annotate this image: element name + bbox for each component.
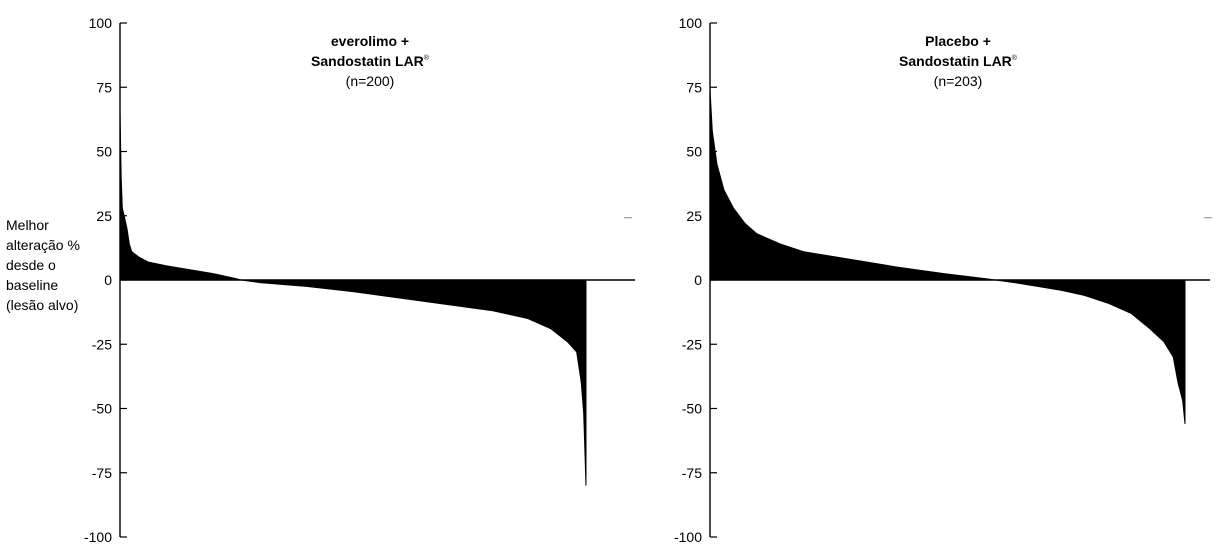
waterfall-series-1 <box>119 110 587 486</box>
chart-title-line-3-2: (n=203) <box>934 73 983 89</box>
y-tick-label-1-8: -100 <box>84 529 112 545</box>
y-tick-label-2-7: -75 <box>682 465 702 481</box>
y-tick-label-2-6: -50 <box>682 401 702 417</box>
y-tick-label-2-3: 25 <box>686 208 702 224</box>
y-tick-label-2-5: -25 <box>682 336 702 352</box>
y-tick-label-2-0: 100 <box>679 15 703 31</box>
chart-title-line-1-1: everolimo + <box>331 33 409 49</box>
y-tick-label-1-6: -50 <box>92 401 112 417</box>
y-tick-label-1-4: 0 <box>104 272 112 288</box>
chart-title-line-2-1: Sandostatin LAR® <box>311 53 430 69</box>
y-tick-label-1-3: 25 <box>96 208 112 224</box>
y-tick-label-1-7: -75 <box>92 465 112 481</box>
y-tick-label-2-4: 0 <box>694 272 702 288</box>
y-tick-label-1-5: -25 <box>92 336 112 352</box>
chart-title-line-1-2: Placebo + <box>925 33 991 49</box>
ylabel-line-1: Melhor <box>6 217 49 233</box>
ylabel-line-4: baseline <box>6 277 59 293</box>
ylabel-line-5: (lesão alvo) <box>6 297 79 313</box>
ylabel-line-3: desde o <box>6 257 56 273</box>
y-tick-label-1-0: 100 <box>89 15 113 31</box>
y-tick-label-1-2: 50 <box>96 144 112 160</box>
y-tick-label-2-1: 75 <box>686 79 702 95</box>
y-tick-label-2-8: -100 <box>674 529 702 545</box>
y-tick-label-1-1: 75 <box>96 79 112 95</box>
y-tick-label-2-2: 50 <box>686 144 702 160</box>
waterfall-series-2 <box>709 89 1186 424</box>
ylabel-line-2: alteração % <box>6 237 80 253</box>
chart-title-line-3-1: (n=200) <box>346 73 395 89</box>
chart-title-line-2-2: Sandostatin LAR® <box>899 53 1018 69</box>
